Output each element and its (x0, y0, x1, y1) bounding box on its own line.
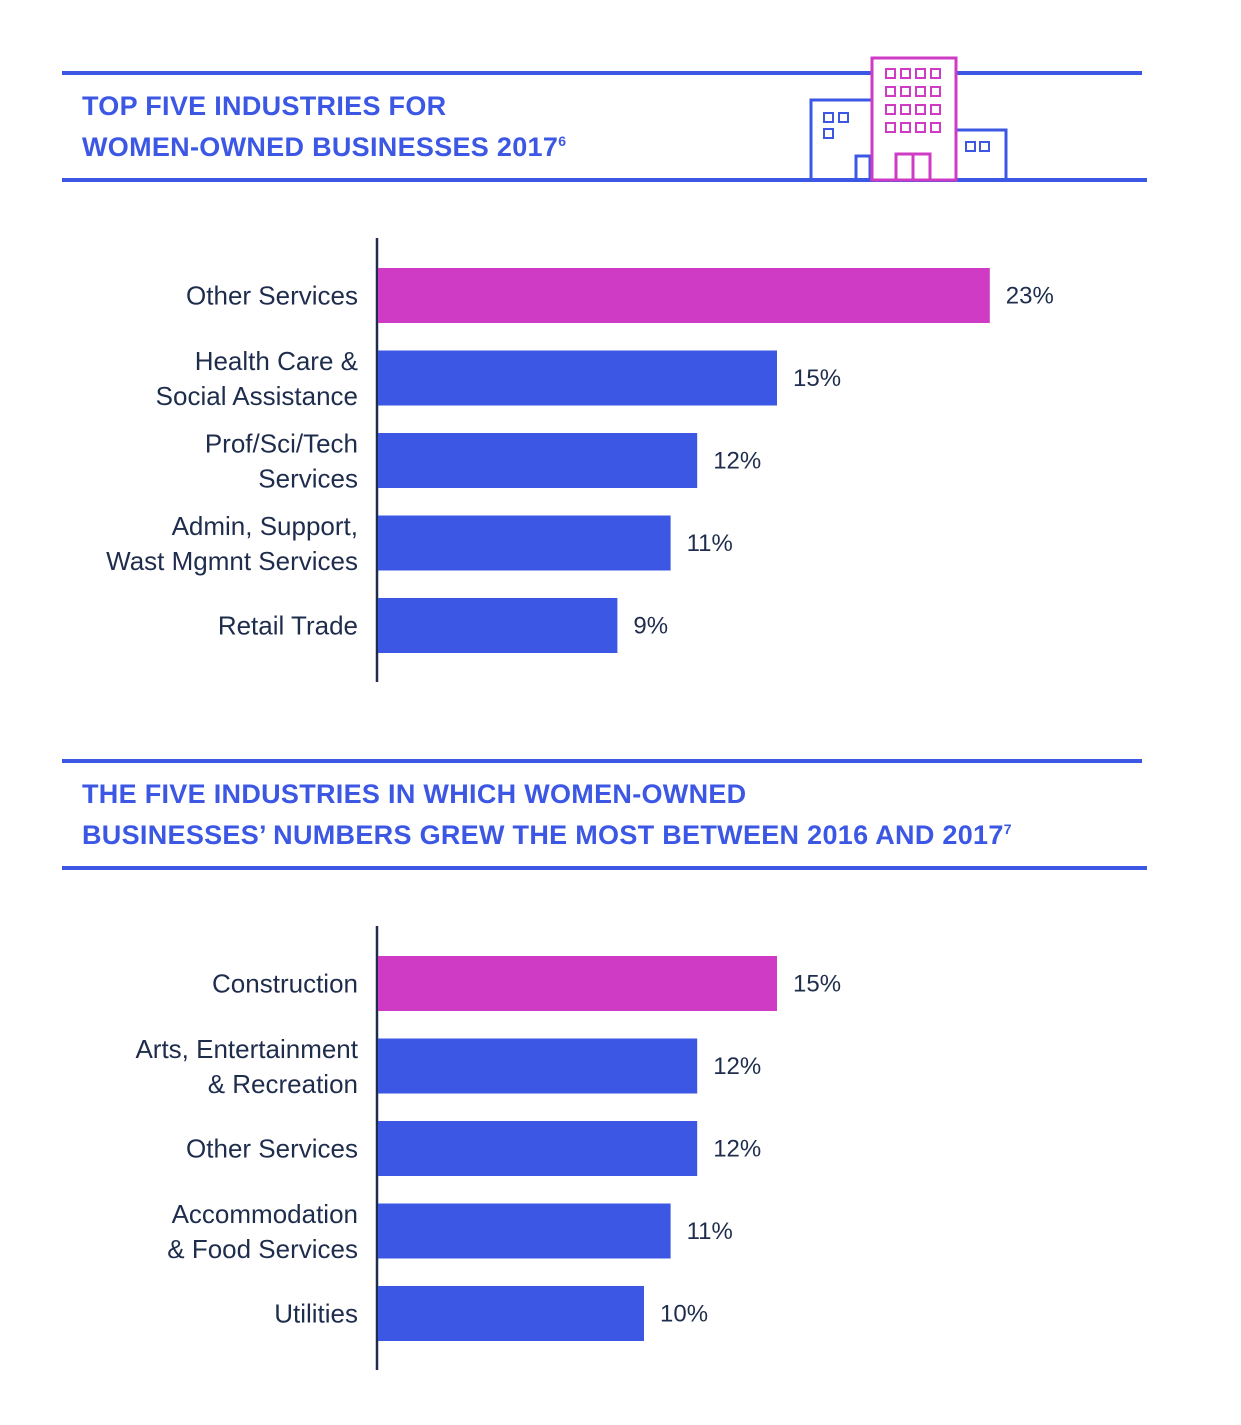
bar-5 (378, 1286, 644, 1341)
chart-2-title: THE FIVE INDUSTRIES IN WHICH WOMEN-OWNED… (82, 774, 1012, 856)
value-label-5: 9% (633, 613, 668, 640)
category-label-4: Accommodation & Food Services (167, 1199, 358, 1264)
bar-5 (378, 598, 618, 653)
chart-2-title-line-2: BUSINESSES’ NUMBERS GREW THE MOST BETWEE… (82, 820, 1012, 850)
chart-1-title-line-2: WOMEN-OWNED BUSINESSES 20176 (82, 132, 567, 162)
bar-4 (378, 515, 671, 571)
value-label-2: 12% (713, 1053, 761, 1080)
top-rule-2 (62, 759, 1142, 763)
chart-1: 23% Other Services 15% Health Care & Social … (106, 238, 1054, 682)
category-label-3: Other Services (186, 1134, 358, 1164)
value-label-4: 11% (687, 530, 733, 557)
category-label-2: Health Care & Social Assistance (156, 346, 358, 411)
bottom-rule-2 (62, 866, 1147, 870)
bar-1 (378, 268, 990, 323)
chart-1-title: TOP FIVE INDUSTRIES FOR WOMEN-OWNED BUSI… (82, 86, 566, 168)
footnote-7: 7 (1003, 821, 1012, 837)
chart-2: 15% Construction 12% Arts, Entertainment & R… (135, 926, 841, 1370)
value-label-4: 11% (687, 1218, 733, 1245)
bottom-rule-1 (62, 178, 1147, 182)
category-label-5: Utilities (274, 1299, 358, 1329)
category-label-5: Retail Trade (218, 611, 358, 641)
chart-2-title-line-1: THE FIVE INDUSTRIES IN WHICH WOMEN-OWNED (82, 779, 747, 809)
value-label-1: 23% (1006, 283, 1054, 310)
value-label-5: 10% (660, 1301, 708, 1328)
value-label-3: 12% (713, 448, 761, 475)
bar-2 (378, 350, 777, 406)
category-label-3: Prof/Sci/Tech Services (205, 429, 358, 494)
bar-3 (378, 1121, 698, 1176)
value-label-2: 15% (793, 365, 841, 392)
value-label-1: 15% (793, 971, 841, 998)
office-buildings-icon (809, 56, 1008, 182)
category-label-1: Other Services (186, 281, 358, 311)
top-rule-1 (62, 71, 1142, 75)
chart-1-title-line-1: TOP FIVE INDUSTRIES FOR (82, 91, 447, 121)
bar-2 (378, 1038, 698, 1094)
category-label-2: Arts, Entertainment & Recreation (135, 1034, 358, 1099)
bar-1 (378, 956, 777, 1011)
footnote-6: 6 (558, 133, 567, 149)
category-label-1: Construction (212, 969, 358, 999)
category-label-4: Admin, Support, Wast Mgmnt Services (106, 511, 358, 576)
value-label-3: 12% (713, 1136, 761, 1163)
bar-4 (378, 1203, 671, 1259)
bar-3 (378, 433, 698, 488)
